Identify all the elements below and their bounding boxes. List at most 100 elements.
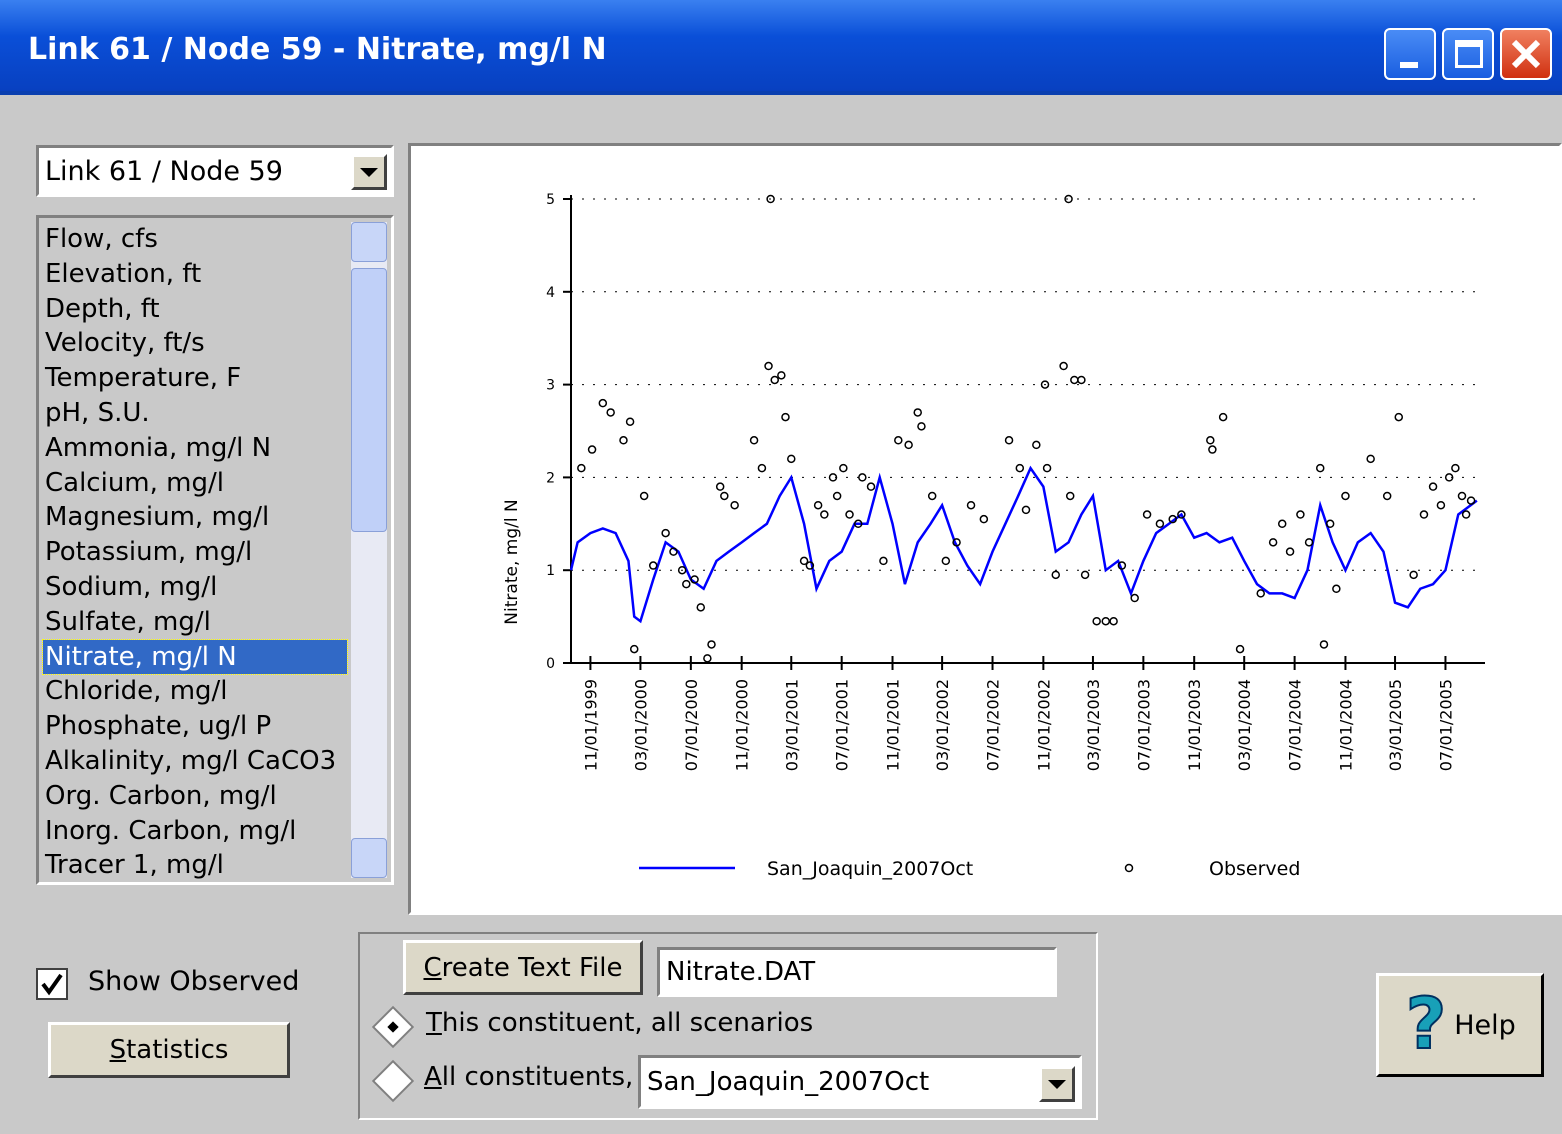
x-tick-label: 11/01/2001: [884, 679, 903, 771]
x-tick-label: 07/01/2003: [1134, 679, 1153, 771]
observed-point: [805, 561, 815, 570]
x-tick-label: 07/01/2005: [1436, 679, 1455, 771]
observed-point: [577, 463, 586, 473]
dropdown-button[interactable]: [351, 154, 387, 190]
observed-point: [757, 463, 767, 473]
scroll-down[interactable]: [351, 838, 387, 878]
observed-point: [845, 510, 854, 519]
list-item[interactable]: pH, S.U.: [45, 398, 150, 428]
observed-point: [625, 417, 635, 426]
legend-label: San_Joaquin_2007Oct: [767, 858, 973, 880]
list-item[interactable]: Potassium, mg/l: [45, 537, 253, 568]
x-tick-label: 11/01/2004: [1336, 679, 1355, 771]
list-item[interactable]: Ammonia, mg/l N: [45, 432, 272, 463]
observed-point: [777, 371, 786, 380]
create-text-file-button[interactable]: Create Text File: [403, 940, 643, 995]
observed-point: [1382, 491, 1392, 501]
scenario-select[interactable]: San_Joaquin_2007Oct: [638, 1055, 1082, 1109]
observed-point: [952, 538, 961, 547]
scroll-thumb[interactable]: [351, 268, 387, 532]
maximize-button[interactable]: [1442, 28, 1494, 80]
observed-point: [598, 398, 608, 408]
close-button[interactable]: [1500, 28, 1552, 80]
observed-point: [813, 500, 823, 510]
show-observed-checkbox[interactable]: [36, 968, 68, 1000]
list-item[interactable]: Alkalinity, mg/l CaCO3: [45, 746, 337, 776]
legend-swatch: [1124, 863, 1134, 873]
y-tick-label: 3: [546, 378, 555, 394]
check-icon: [41, 973, 63, 996]
help-button[interactable]: ? Help: [1376, 973, 1544, 1077]
x-tick-label: 07/01/2002: [984, 679, 1003, 771]
x-tick-label: 07/01/2004: [1286, 679, 1305, 771]
observed-point: [1208, 445, 1217, 454]
observed-point: [858, 473, 867, 482]
scroll-up[interactable]: [351, 222, 387, 262]
observed-point: [1015, 463, 1025, 473]
observed-point: [770, 375, 779, 385]
observed-point: [619, 436, 628, 445]
observed-point: [1042, 463, 1052, 473]
x-tick-label: 03/01/2005: [1386, 679, 1405, 771]
observed-point: [1409, 570, 1418, 580]
close-icon: [1511, 39, 1541, 69]
list-item[interactable]: Chloride, mg/l: [45, 676, 228, 707]
statistics-label: Statistics: [109, 1035, 229, 1065]
constituent-list[interactable]: Flow, cfs Elevation, ft Depth, ft Velocity,…: [36, 215, 394, 885]
y-axis-label: Nitrate, mg/l N: [502, 499, 522, 624]
list-item[interactable]: Nitrate, mg/l N: [42, 638, 348, 675]
list-item[interactable]: Flow, cfs: [45, 224, 158, 254]
observed-point: [866, 482, 876, 491]
observed-point: [587, 445, 597, 454]
observed-point: [629, 644, 639, 654]
export-group: [358, 932, 1098, 1120]
location-select[interactable]: Link 61 / Node 59: [36, 145, 394, 197]
observed-point: [1341, 491, 1350, 501]
list-item[interactable]: Temperature, F: [45, 363, 242, 394]
observed-point: [749, 436, 759, 445]
observed-point: [661, 528, 670, 538]
list-item[interactable]: Magnesium, mg/l: [45, 502, 270, 533]
list-item[interactable]: Sulfate, mg/l: [45, 606, 211, 637]
dropdown-button[interactable]: [1039, 1066, 1075, 1102]
observed-point: [1155, 519, 1165, 529]
observed-point: [703, 654, 712, 663]
observed-point: [1168, 514, 1177, 524]
svg-text:?: ?: [1406, 988, 1447, 1062]
list-item[interactable]: Sodium, mg/l: [45, 572, 218, 602]
list-item[interactable]: Org. Carbon, mg/l: [45, 780, 277, 811]
observed-point: [1444, 473, 1454, 482]
observed-point: [1428, 482, 1438, 491]
observed-point: [1332, 584, 1341, 594]
list-item[interactable]: Velocity, ft/s: [45, 328, 205, 359]
x-tick-label: 07/01/2001: [833, 679, 852, 771]
series-line: [569, 465, 1478, 624]
observed-point: [1117, 561, 1127, 570]
radio-this-label: This constituent, all scenarios: [426, 1008, 814, 1038]
observed-point: [669, 547, 678, 556]
list-item[interactable]: Phosphate, ug/l P: [45, 711, 272, 742]
list-item[interactable]: Tracer 1, mg/l: [45, 850, 224, 881]
arrow-icon: [1048, 1080, 1066, 1089]
y-tick-label: 0: [546, 656, 555, 672]
file-name-input[interactable]: Nitrate.DAT: [657, 947, 1057, 997]
observed-point: [1064, 194, 1073, 204]
statistics-button[interactable]: Statistics: [48, 1022, 290, 1078]
observed-point: [927, 491, 937, 501]
help-icon: ?: [1405, 988, 1448, 1062]
list-item[interactable]: Depth, ft: [45, 293, 160, 324]
observed-point: [1218, 412, 1228, 422]
help-label: Help: [1454, 1009, 1516, 1041]
list-item[interactable]: Calcium, mg/l: [45, 467, 224, 498]
observed-point: [696, 603, 706, 612]
list-item[interactable]: Inorg. Carbon, mg/l: [45, 815, 297, 846]
observed-point: [904, 440, 913, 450]
minimize-button[interactable]: [1384, 28, 1436, 80]
observed-point: [1285, 547, 1295, 556]
scrollbar[interactable]: [351, 222, 387, 878]
observed-point: [820, 510, 829, 519]
x-tick-label: 11/01/1999: [581, 679, 600, 771]
list-item[interactable]: Elevation, ft: [45, 258, 202, 289]
x-tick-label: 11/01/2000: [733, 679, 752, 771]
